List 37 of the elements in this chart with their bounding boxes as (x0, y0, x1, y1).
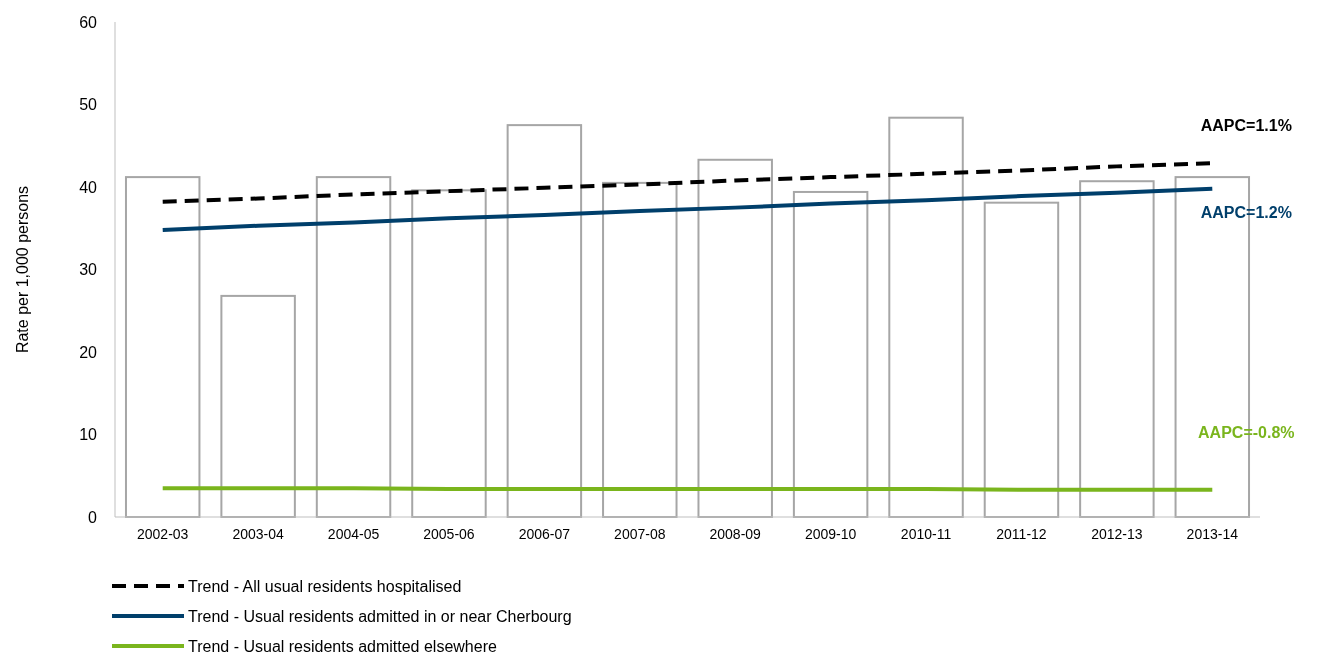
annotation: AAPC=1.2% (1200, 203, 1292, 221)
y-tick-label: 60 (79, 13, 98, 31)
x-tick-label: 2012-13 (1091, 526, 1143, 542)
x-tick-label: 2005-06 (423, 526, 475, 542)
y-axis-title: Rate per 1,000 persons (13, 185, 31, 354)
bar (220, 294, 296, 518)
annotation: AAPC=1.1% (1200, 117, 1292, 135)
bar (315, 176, 392, 518)
x-tick-label: 2006-07 (518, 526, 571, 542)
bar (697, 158, 773, 518)
bar (124, 176, 201, 518)
y-tick-label: 20 (79, 343, 98, 361)
x-tick-label: 2008-09 (709, 526, 762, 542)
bar (602, 181, 678, 518)
legend-label: Trend - Usual residents admitted in or near Cherbourg (188, 607, 572, 625)
y-tick-label: 0 (88, 508, 98, 526)
bar (983, 201, 1060, 518)
y-tick-label: 30 (79, 261, 98, 279)
y-tick-label: 10 (79, 426, 98, 444)
x-tick-label: 2002-03 (137, 526, 189, 542)
legend-label: Trend - Usual residents admitted elsewhere (188, 637, 497, 655)
x-tick-label: 2010-11 (900, 526, 952, 542)
legend-label: Trend - All usual residents hospitalised (188, 577, 462, 595)
y-tick-label: 50 (79, 96, 98, 114)
x-tick-label: 2013-14 (1186, 526, 1239, 542)
annotation: AAPC=-0.8% (1198, 423, 1295, 441)
x-tick-label: 2004-05 (327, 526, 380, 542)
bar (1079, 180, 1155, 518)
bar (888, 116, 964, 518)
x-tick-label: 2007-08 (614, 526, 666, 542)
bar (411, 189, 487, 518)
x-tick-label: 2011-12 (996, 526, 1047, 542)
x-tick-label: 2003-04 (232, 526, 285, 542)
bar (792, 190, 869, 518)
y-tick-label: 40 (79, 178, 98, 196)
x-tick-label: 2009-10 (804, 526, 857, 542)
bar (506, 124, 583, 518)
